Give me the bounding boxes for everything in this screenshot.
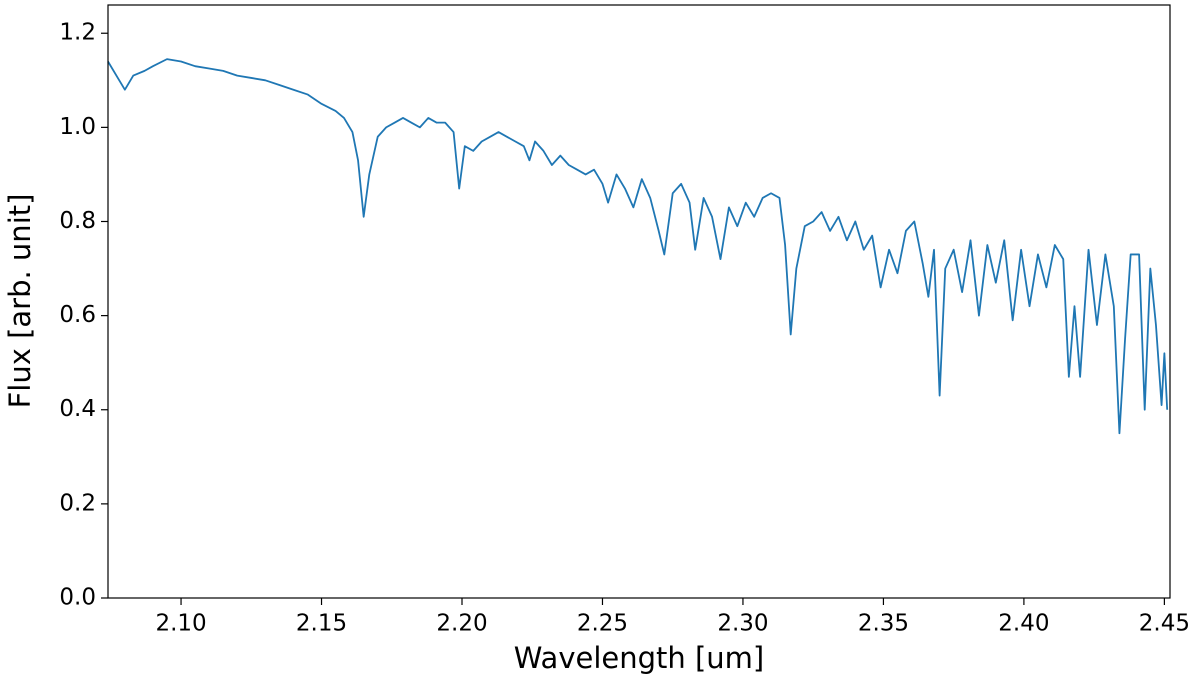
x-tick-label: 2.45 [1139, 611, 1190, 637]
x-tick-label: 2.10 [155, 611, 206, 637]
y-tick-label: 0.0 [59, 585, 96, 611]
y-tick-label: 0.2 [59, 490, 96, 516]
x-tick-label: 2.35 [858, 611, 909, 637]
x-tick-label: 2.30 [717, 611, 768, 637]
y-axis-label: Flux [arb. unit] [3, 194, 37, 409]
y-tick-label: 0.4 [59, 396, 96, 422]
x-tick-label: 2.15 [296, 611, 347, 637]
x-tick-label: 2.20 [436, 611, 487, 637]
y-tick-label: 1.0 [59, 114, 96, 140]
spectrum-line [107, 58, 1169, 435]
y-tick-label: 1.2 [59, 20, 96, 46]
plot-frame [107, 4, 1171, 599]
x-axis-label: Wavelength [um] [514, 641, 765, 675]
x-tick-label: 2.40 [998, 611, 1049, 637]
y-tick-label: 0.8 [59, 208, 96, 234]
y-tick-label: 0.6 [59, 302, 96, 328]
x-tick-label: 2.25 [577, 611, 628, 637]
